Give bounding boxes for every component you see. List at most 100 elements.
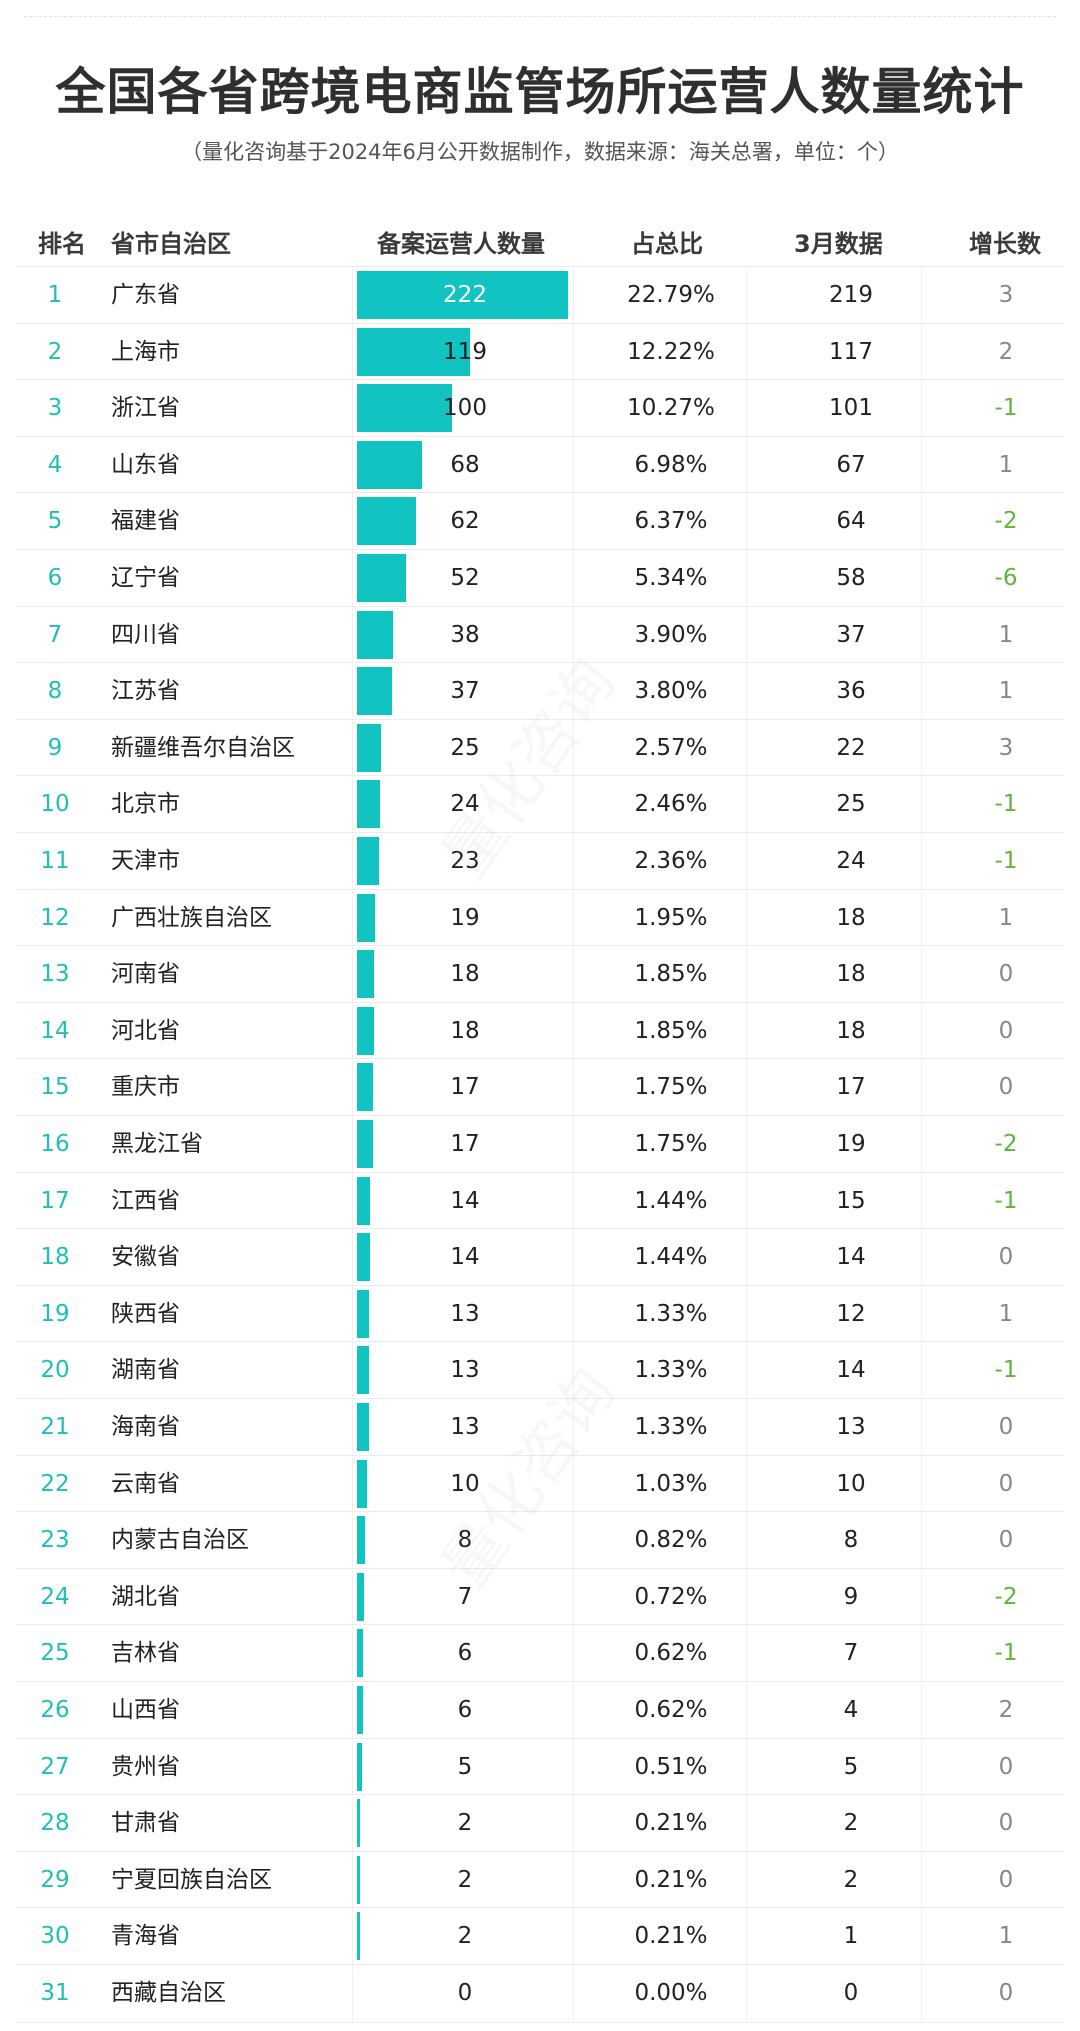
count-label: 2 [457, 1923, 473, 1950]
column-divider [573, 833, 574, 890]
rank-cell: 21 [40, 1414, 70, 1440]
column-divider [746, 1512, 747, 1569]
count-bar [357, 667, 393, 716]
column-divider [352, 1399, 353, 1456]
growth-cell: -2 [994, 508, 1018, 535]
column-divider [746, 946, 747, 1003]
column-divider [921, 1625, 922, 1682]
column-divider [352, 380, 353, 437]
march-data-cell: 22 [836, 734, 866, 761]
rank-cell: 16 [40, 1131, 70, 1157]
column-divider [921, 1285, 922, 1343]
column-divider [746, 323, 747, 381]
region-name-cell: 福建省 [111, 508, 180, 535]
share-cell: 0.51% [634, 1753, 708, 1780]
table-row: 9 新疆维吾尔自治区 25 2.57% 22 3 [16, 718, 1064, 777]
growth-cell: -1 [994, 848, 1018, 874]
column-divider [921, 493, 922, 550]
region-name-cell: 江西省 [111, 1187, 180, 1214]
column-divider [352, 1116, 353, 1173]
table-row: 22 云南省 10 1.03% 10 0 [16, 1454, 1064, 1513]
rank-cell: 1 [47, 282, 63, 308]
region-name-cell: 黑龙江省 [111, 1131, 203, 1157]
region-name-cell: 辽宁省 [111, 565, 180, 591]
column-divider [921, 946, 922, 1003]
count-label: 8 [457, 1527, 473, 1554]
table-row: 6 辽宁省 52 5.34% 58 -6 [16, 549, 1064, 607]
count-bar [357, 440, 422, 489]
column-divider [352, 1342, 353, 1399]
rank-cell: 11 [40, 848, 70, 874]
region-name-cell: 广西壮族自治区 [111, 904, 272, 931]
table-row: 11 天津市 23 2.36% 24 -1 [16, 832, 1064, 890]
share-cell: 1.33% [634, 1357, 708, 1384]
column-divider [573, 776, 574, 833]
share-cell: 1.75% [634, 1131, 708, 1157]
share-cell: 0.62% [634, 1640, 708, 1667]
column-divider [352, 1455, 353, 1513]
table-row: 2 上海市 119 12.22% 117 2 [16, 322, 1064, 381]
column-divider [573, 719, 574, 777]
table-row: 3 浙江省 100 10.27% 101 -1 [16, 379, 1064, 437]
share-cell: 1.75% [634, 1074, 708, 1101]
column-divider [746, 1116, 747, 1173]
growth-cell: 0 [998, 1866, 1014, 1893]
share-cell: 1.33% [634, 1414, 708, 1440]
growth-cell: 2 [998, 338, 1014, 365]
table-header: 排名 省市自治区 备案运营人数量 占总比 3月数据 增长数 [16, 212, 1064, 266]
march-data-cell: 4 [843, 1697, 859, 1723]
count-bar [357, 1742, 362, 1791]
count-label: 24 [450, 791, 480, 818]
column-divider [921, 776, 922, 833]
column-divider [573, 1002, 574, 1060]
region-name-cell: 北京市 [111, 791, 180, 818]
column-divider [921, 550, 922, 607]
growth-cell: 0 [998, 961, 1014, 988]
rank-cell: 19 [40, 1300, 70, 1327]
column-divider [352, 323, 353, 381]
column-divider [921, 267, 922, 324]
share-cell: 1.85% [634, 1017, 708, 1044]
column-divider [746, 1342, 747, 1399]
share-cell: 22.79% [627, 282, 715, 308]
count-bar [357, 1403, 370, 1451]
column-divider [921, 606, 922, 664]
count-bar [357, 271, 568, 319]
share-cell: 0.62% [634, 1697, 708, 1723]
region-name-cell: 江苏省 [111, 678, 180, 705]
rank-cell: 29 [40, 1866, 70, 1893]
march-data-cell: 101 [829, 395, 873, 422]
rank-cell: 18 [40, 1244, 70, 1271]
growth-cell: -2 [994, 1131, 1018, 1157]
column-divider [746, 1795, 747, 1852]
column-divider [573, 1172, 574, 1230]
column-divider [573, 1568, 574, 1626]
march-data-cell: 37 [836, 621, 866, 648]
column-divider [746, 776, 747, 833]
count-bar [357, 1629, 363, 1678]
column-divider [352, 1229, 353, 1286]
count-bar [357, 384, 453, 433]
column-divider [352, 1625, 353, 1682]
top-divider [24, 16, 1056, 17]
growth-cell: 1 [998, 904, 1014, 931]
column-divider [352, 946, 353, 1003]
region-name-cell: 吉林省 [111, 1640, 180, 1667]
count-label: 13 [450, 1300, 480, 1327]
column-divider [921, 1229, 922, 1286]
column-divider [746, 436, 747, 494]
rank-cell: 15 [40, 1074, 70, 1101]
column-divider [746, 550, 747, 607]
column-divider [573, 1059, 574, 1116]
column-divider [573, 267, 574, 324]
march-data-cell: 18 [836, 1017, 866, 1044]
column-divider [746, 1625, 747, 1682]
region-name-cell: 山东省 [111, 451, 180, 478]
column-divider [573, 550, 574, 607]
region-name-cell: 湖北省 [111, 1583, 180, 1610]
column-divider [921, 323, 922, 381]
share-cell: 5.34% [634, 565, 708, 591]
march-data-cell: 1 [843, 1923, 859, 1950]
count-label: 119 [443, 338, 487, 365]
share-cell: 6.37% [634, 508, 708, 535]
